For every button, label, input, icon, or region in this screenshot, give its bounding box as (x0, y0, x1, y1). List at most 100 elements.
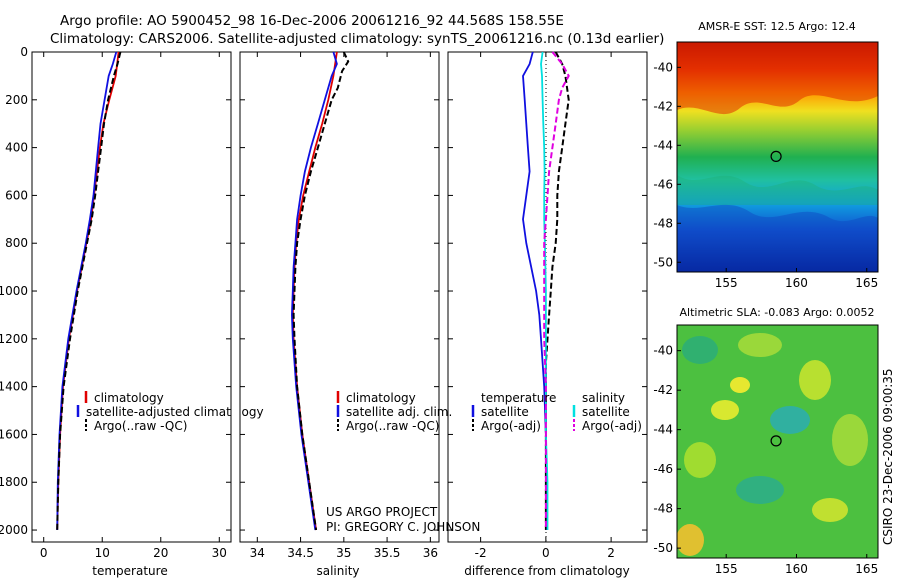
y-tick-label: 800 (5, 236, 28, 250)
series-line-salinity-argo-adj- (543, 51, 570, 530)
y-tick-label: 600 (5, 188, 28, 202)
series-line-climatology (291, 51, 338, 531)
sla-heatmap (677, 325, 878, 558)
map-x-tick-label: 165 (855, 276, 878, 290)
map-x-tick-label: 160 (785, 562, 808, 576)
series-line-climatology (56, 51, 120, 531)
sst-mid-band (677, 175, 878, 205)
sla-blob (677, 524, 704, 556)
salinity-axes: 34 34.5 35 35.5 36 (240, 51, 439, 560)
temperature-axes: 0 10 20 30 0 200 400 600 800 1000 1200 1400 1600 1800… (0, 45, 231, 560)
x-tick-label: 35 (336, 546, 351, 560)
temperature-series (56, 51, 122, 531)
salinity-legend: climatology satellite adj. clim. Argo(..… (336, 391, 452, 433)
map-y-tick-label: -50 (653, 255, 673, 269)
series-line-salinity-satellite (540, 51, 549, 530)
y-tick-label: 400 (5, 141, 28, 155)
legend-label-sal-climatology: climatology (346, 391, 416, 405)
x-tick-label: 10 (95, 546, 110, 560)
legend-label-temp-argo: Argo(-adj) (481, 419, 541, 433)
legend-label-sal-sat: satellite (582, 405, 630, 419)
legend-label-sal-argo: Argo(..raw -QC) (346, 419, 439, 433)
map-y-tick-label: -46 (653, 177, 673, 191)
credit-line2: PI: GREGORY C. JOHNSON (326, 520, 480, 534)
y-tick-label: 200 (5, 93, 28, 107)
sst-cold-band (677, 204, 878, 272)
map-y-tick-label: -42 (653, 99, 673, 113)
legend-label-sal-satellite: satellite adj. clim. (346, 405, 452, 419)
x-tick-label: 35.5 (374, 546, 401, 560)
difference-panel-frame (447, 51, 648, 543)
x-tick-label: -2 (475, 546, 487, 560)
sla-blob (832, 414, 868, 466)
x-tick-label: 0 (542, 546, 550, 560)
y-tick-label: 1400 (0, 380, 28, 394)
sst-heatmap (677, 42, 878, 272)
legend-title-salinity: salinity (582, 391, 625, 405)
salinity-panel-frame (239, 51, 440, 543)
side-stamp: CSIRO 23-Dec-2006 09:00:35 (881, 368, 895, 545)
x-tick-label: 2 (607, 546, 615, 560)
temperature-xlabel: temperature (92, 564, 167, 578)
sla-blob (730, 377, 750, 393)
figure-title-line2: Climatology: CARS2006. Satellite-adjuste… (50, 31, 664, 47)
x-tick-label: 20 (153, 546, 168, 560)
sst-warm-front (677, 42, 878, 115)
temperature-panel-frame (31, 51, 232, 543)
map-y-tick-label: -48 (653, 216, 673, 230)
map-y-tick-label: -44 (653, 138, 673, 152)
y-tick-label: 1600 (0, 427, 28, 441)
salinity-xlabel: salinity (316, 564, 359, 578)
legend-overflow-mask (231, 404, 240, 418)
series-line-argo-raw-qc- (292, 51, 350, 531)
legend-label-climatology: climatology (94, 391, 164, 405)
map-y-tick-label: -42 (653, 383, 673, 397)
sla-argo-location-marker (770, 435, 782, 447)
sst-argo-location-marker (770, 150, 782, 162)
series-line-satellite-adjusted-climatology (56, 51, 118, 531)
sla-blob (682, 336, 718, 364)
x-tick-label: 30 (212, 546, 227, 560)
x-tick-label: 34.5 (287, 546, 314, 560)
y-tick-label: 0 (20, 45, 28, 59)
x-tick-label: 34 (250, 546, 265, 560)
series-line-temperature-satellite (522, 51, 547, 530)
map-y-tick-label: -44 (653, 423, 673, 437)
temperature-legend: climatology satellite-adjusted climatolo… (76, 391, 264, 433)
series-line-argo-raw-qc- (56, 51, 122, 531)
sla-blob (812, 498, 848, 522)
sla-map-title: Altimetric SLA: -0.083 Argo: 0.0052 (680, 306, 875, 319)
sst-map-title: AMSR-E SST: 12.5 Argo: 12.4 (698, 20, 856, 33)
y-tick-label: 1000 (0, 284, 28, 298)
y-tick-label: 1200 (0, 332, 28, 346)
map-x-tick-label: 155 (715, 562, 738, 576)
sla-map-frame (676, 324, 879, 559)
map-x-tick-label: 160 (785, 276, 808, 290)
y-tick-label: 1800 (0, 475, 28, 489)
salinity-series (290, 51, 350, 531)
sla-blob (684, 442, 716, 478)
sla-blob (770, 406, 810, 434)
sla-blob (711, 400, 739, 420)
legend-label-argo: Argo(..raw -QC) (94, 419, 187, 433)
series-line-satellite-adj-clim- (290, 51, 338, 531)
sla-blob (738, 333, 782, 357)
y-tick-label: 2000 (0, 523, 28, 537)
x-tick-label: 36 (423, 546, 438, 560)
sla-blob (736, 476, 784, 504)
map-y-tick-label: -50 (653, 541, 673, 555)
legend-label-sal-argo-adj: Argo(-adj) (582, 419, 642, 433)
difference-legend: temperature satellite Argo(-adj) salinit… (471, 391, 642, 433)
credit-line1: US ARGO PROJECT (326, 505, 438, 519)
difference-axes: -2 0 2 (448, 51, 647, 560)
map-x-tick-label: 155 (715, 276, 738, 290)
map-y-tick-label: -48 (653, 502, 673, 516)
difference-series (522, 51, 570, 530)
figure-title-line1: Argo profile: AO 5900452_98 16-Dec-2006 … (60, 13, 564, 29)
difference-xlabel: difference from climatology (464, 564, 630, 578)
map-y-tick-label: -40 (653, 344, 673, 358)
series-line-temperature-argo-adj- (544, 51, 570, 530)
legend-label-temp-satellite: satellite (481, 405, 529, 419)
map-x-tick-label: 165 (855, 562, 878, 576)
